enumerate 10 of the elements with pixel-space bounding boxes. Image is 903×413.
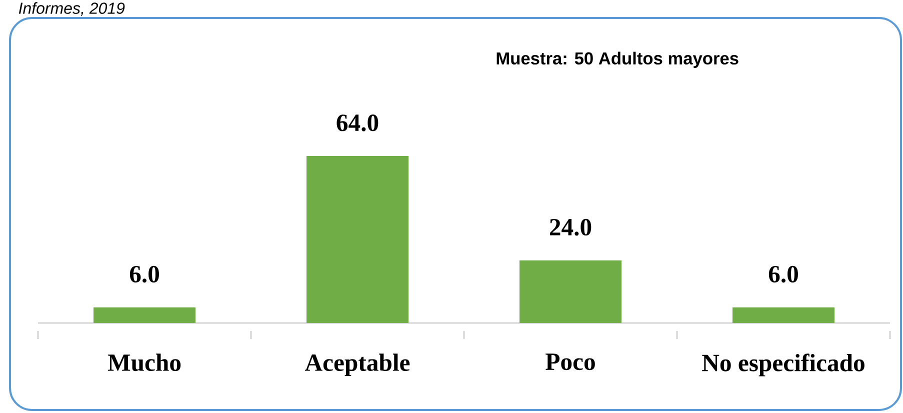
data-label: 6.0 — [768, 266, 798, 283]
data-label: 64.0 — [336, 114, 378, 132]
x-tick-label: Mucho — [108, 354, 181, 372]
x-tick-label: Poco — [546, 354, 595, 370]
data-label: 24.0 — [550, 218, 592, 236]
chart-title: Muestra: 50 Adultos mayores — [496, 52, 738, 68]
text: Informes, 2019 — [18, 2, 125, 16]
x-tick-label: No especificado — [702, 354, 864, 376]
x-tick-label: Aceptable — [305, 354, 410, 376]
data-label: 6.0 — [130, 266, 159, 283]
